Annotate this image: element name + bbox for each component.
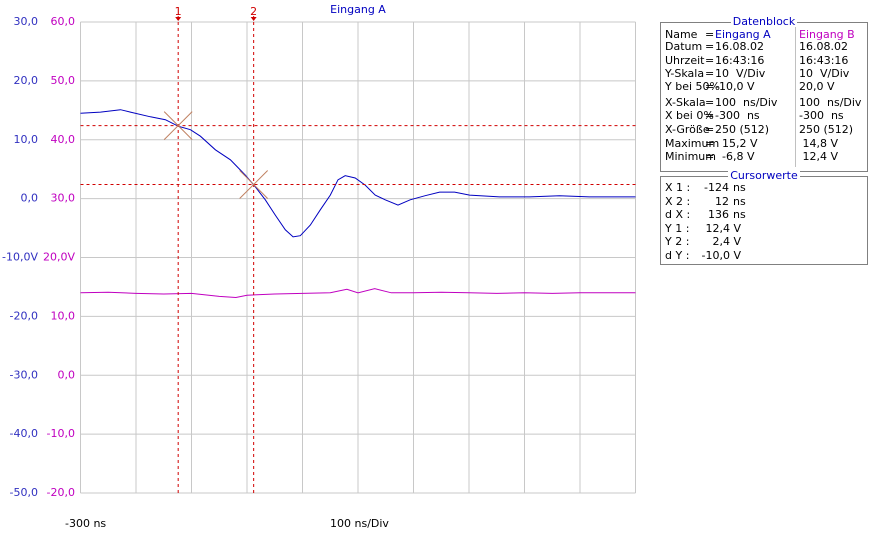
cell: 12,4 V [799,150,839,163]
cell: = [705,109,715,122]
y2-tick-label: 30,0 [51,192,76,205]
y-tick-label: -40,0 [10,427,38,440]
cell: = [705,67,715,80]
cell: = [705,40,715,53]
cell: 250 (512) [799,123,854,136]
cell: = [705,28,715,41]
cell: 100 ns/Div [715,96,778,109]
y2-tick-label: 10,0 [51,309,76,322]
x-scale-label: 100 ns/Div [330,517,389,530]
cell: 16:43:16 [799,54,849,67]
cursor-label: 1 [175,5,182,18]
cell: Y 1 : [665,221,690,235]
cell: ns [733,181,746,194]
cell: 2,4 V [712,235,741,248]
cell: 12 [715,194,729,208]
cell: X bei 0% [665,109,714,122]
cell: X-Größe [665,123,710,136]
cell: 16.08.02 [799,40,848,53]
trace [80,288,636,299]
cell: ns [733,194,746,208]
y-tick-label: 30,0 [14,15,39,28]
y2-tick-label: -10,0 [47,427,75,440]
cursor-label: 2 [250,5,257,18]
panel-title: Datenblock [730,15,798,28]
cursor-cross [163,111,193,140]
y2-tick-label: 20,0V [43,251,75,264]
panel-title: Cursorwerte [728,169,800,182]
cell: Eingang B [799,28,855,41]
y2-tick-label: 60,0 [51,15,76,28]
cell: 10 V/Div [799,67,850,80]
cursorwerte-panel: Cursorwerte X 1 : -124 ns X 2 : 12 ns d X : 136… [660,169,868,265]
cell: = [705,123,715,136]
cell: Y 2 : [665,235,690,248]
y-tick-label: -30,0 [10,368,38,381]
y-tick-label: 20,0 [14,74,39,87]
cell: -10,0 V [715,80,755,93]
cell: Datum [665,40,703,53]
cell: 14,8 V [799,137,839,150]
cell: -124 [704,181,729,194]
cell: X 2 : [665,194,691,208]
y2-tick-label: -20,0 [47,486,75,499]
y-tick-label: -20,0 [10,309,38,322]
cell: = [705,150,715,163]
cell: = [705,137,715,150]
y2-tick-label: 50,0 [51,74,76,87]
cursor-arrow [250,17,257,21]
trace [80,109,636,238]
y-tick-label: 0,0 [21,192,39,205]
grid [80,21,636,494]
cell: = [705,96,715,109]
y2-tick-label: 0,0 [58,368,76,381]
cell: 250 (512) [715,123,770,136]
cell: Eingang A [715,28,771,41]
cell: 15,2 V [715,137,758,150]
cell: = [705,54,715,67]
cell: ns [733,208,746,221]
cell: 16:43:16 [715,54,765,67]
cell: Y-Skala [665,67,705,80]
cell: 10 V/Div [715,67,766,80]
cell: 20,0 V [799,80,835,93]
cursor-arrow [175,17,182,21]
cell: Maximum [665,137,720,150]
cell: d X : [665,208,691,221]
cell: -300 ns [715,109,760,122]
x-start-label: -300 ns [65,517,106,530]
cell: 12,4 V [705,221,741,235]
y-tick-label: -50,0 [10,486,38,499]
y2-tick-label: 40,0 [51,133,76,146]
cell: d Y : [665,248,690,262]
cell: 16.08.02 [715,40,764,53]
cell: -10,0 V [701,248,741,262]
chart-title: Eingang A [330,3,386,16]
cell: = [705,80,715,93]
cell: X-Skala [665,96,706,109]
cursor-cross [239,170,269,199]
cell: Minimum [665,150,716,163]
cell: -6,8 V [715,150,755,163]
cell: Name [665,28,698,41]
cell: Uhrzeit [665,54,705,67]
y-tick-label: -10,0V [2,251,38,264]
cell: -300 ns [799,109,844,122]
cell: Y bei 50% [665,80,720,93]
cell: X 1 : [665,181,691,194]
divider [795,27,796,167]
datenblock-panel: Datenblock Name = Eingang A Eingang B Datum =… [660,15,868,172]
y-tick-label: 10,0 [14,133,39,146]
cell: 136 [708,208,729,221]
chart: Eingang A -300 ns 100 ns/Div 30,020,010,… [2,3,636,530]
cell: 100 ns/Div [799,96,862,109]
